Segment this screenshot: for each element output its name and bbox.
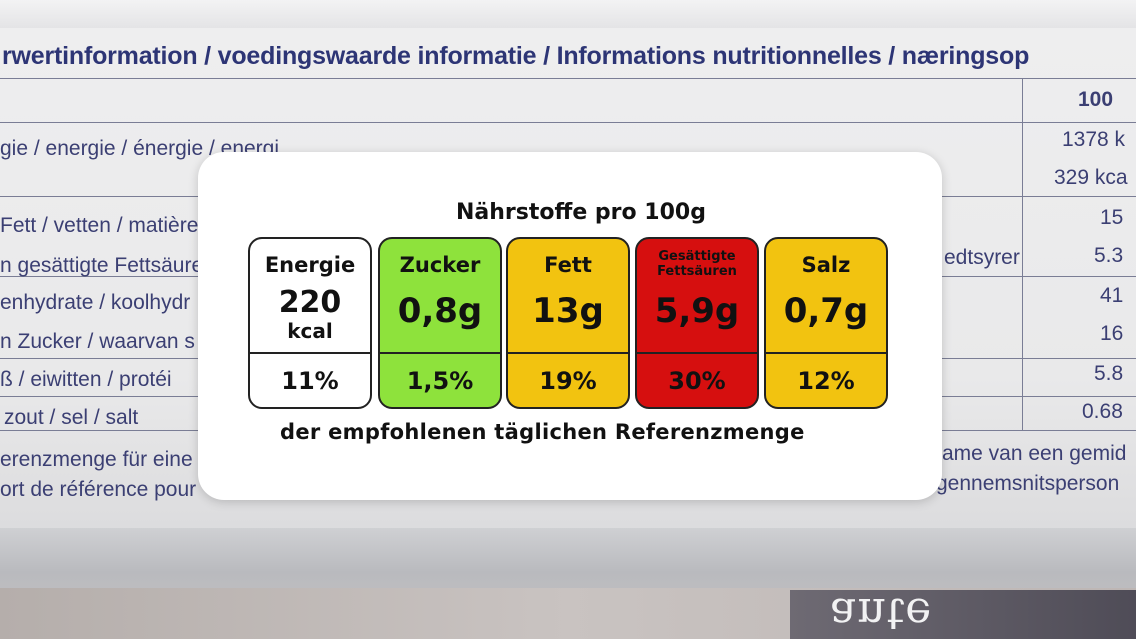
box-divider (766, 352, 886, 354)
label-footer: der empfohlenen täglichen Referenzmenge (280, 420, 805, 444)
row-value-energy-kj: 1378 k (1062, 128, 1126, 151)
row-value-energy-kcal: 329 kca (1054, 166, 1128, 189)
row-label-salt: zout / sel / salt (4, 406, 139, 429)
salt-percent: 12% (797, 367, 855, 395)
salt-amount: 0,7g (783, 291, 869, 331)
footnote-right-2: gennemsnitsperson (936, 472, 1120, 495)
package-script-text: ante (830, 588, 933, 639)
sugar-amount: 0,8g (397, 291, 483, 331)
row-label-fat: Fett / vetten / matières g (0, 214, 227, 237)
sugar-box: Zucker 0,8g 1,5% (378, 237, 502, 409)
row-label-protein: ß / eiwitten / protéi (0, 368, 172, 391)
saturated-fat-amount: 5,9g (654, 291, 740, 331)
row-value-sugar: 16 (1100, 322, 1124, 345)
fat-name: Fett (544, 253, 592, 277)
energy-name: Energie (264, 253, 356, 277)
row-value-carbs: 41 (1100, 284, 1124, 307)
saturated-fat-box: Gesättigte Fettsäuren 5,9g 30% (635, 237, 759, 409)
fat-box: Fett 13g 19% (506, 237, 630, 409)
row-value-saturated: 5.3 (1094, 244, 1124, 267)
box-divider (637, 352, 757, 354)
energy-percent: 11% (281, 367, 339, 395)
fat-percent: 19% (539, 367, 597, 395)
salt-name: Salz (801, 253, 851, 277)
salt-box: Salz 0,7g 12% (764, 237, 888, 409)
box-divider (508, 352, 628, 354)
package-top (0, 0, 1136, 28)
per-100-header: 100 (1078, 88, 1114, 111)
sugar-name: Zucker (399, 253, 481, 277)
row-label-carbs: enhydrate / koolhydr (0, 291, 191, 314)
footnote-left-1: erenzmenge für eine (0, 448, 193, 471)
box-divider (250, 352, 370, 354)
row-value-protein: 5.8 (1094, 362, 1124, 385)
row-label-sugar: n Zucker / waarvan s (0, 330, 195, 353)
label-title: Nährstoffe pro 100g (456, 200, 706, 225)
row-label-energy: gie / energie / énergie / energi (0, 137, 280, 160)
package-dark-band (790, 590, 1136, 639)
energy-box: Energie 220 kcal 11% (248, 237, 372, 409)
nutrition-traffic-light-label: Nährstoffe pro 100g Energie 220 kcal 11%… (198, 152, 942, 500)
row-side-saturated: edtsyrer (944, 246, 1020, 269)
row-value-salt: 0.68 (1082, 400, 1123, 423)
table-rule (0, 122, 1136, 123)
sugar-percent: 1,5% (406, 367, 474, 395)
row-label-saturated: n gesättigte Fettsäuren (0, 254, 215, 277)
table-column-line (1022, 78, 1023, 430)
energy-value: 220 (278, 285, 342, 320)
footnote-right-1: ame van een gemid (942, 442, 1127, 465)
energy-unit: kcal (287, 319, 333, 343)
nutrition-heading: rwertinformation / voedingswaarde inform… (2, 42, 1030, 70)
box-divider (380, 352, 500, 354)
footnote-left-2: ort de référence pour (0, 478, 197, 501)
fat-amount: 13g (532, 291, 604, 331)
saturated-fat-percent: 30% (668, 367, 726, 395)
table-rule (0, 78, 1136, 79)
row-value-fat: 15 (1100, 206, 1124, 229)
saturated-fat-name: Gesättigte Fettsäuren (657, 249, 737, 279)
